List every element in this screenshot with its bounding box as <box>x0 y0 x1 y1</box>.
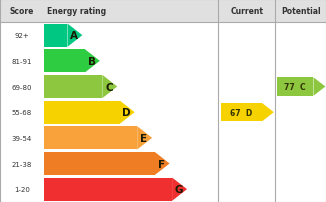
Bar <box>0 0 326 23</box>
Bar <box>44 127 137 150</box>
Text: F: F <box>158 159 165 169</box>
Bar <box>277 78 314 96</box>
Text: A: A <box>70 31 78 41</box>
Polygon shape <box>172 178 187 201</box>
Text: B: B <box>88 57 96 66</box>
Text: 77  C: 77 C <box>285 83 306 92</box>
Polygon shape <box>120 101 135 124</box>
Text: 67  D: 67 D <box>230 108 253 117</box>
Text: G: G <box>174 184 183 194</box>
Bar <box>44 152 155 175</box>
Text: C: C <box>105 82 113 92</box>
Text: 21-38: 21-38 <box>12 161 32 167</box>
Text: Current: Current <box>230 7 263 16</box>
Text: 69-80: 69-80 <box>12 84 32 90</box>
Text: D: D <box>122 108 131 118</box>
Text: Score: Score <box>10 7 34 16</box>
Text: E: E <box>141 133 147 143</box>
Text: 1-20: 1-20 <box>14 186 30 192</box>
Polygon shape <box>102 76 117 99</box>
Polygon shape <box>155 152 170 175</box>
Text: Energy rating: Energy rating <box>47 7 106 16</box>
Polygon shape <box>85 50 100 73</box>
Polygon shape <box>314 78 325 96</box>
Polygon shape <box>67 24 82 47</box>
Bar <box>44 178 172 201</box>
Polygon shape <box>137 127 152 150</box>
Text: Potential: Potential <box>281 7 320 16</box>
Bar <box>44 76 102 99</box>
Text: 81-91: 81-91 <box>12 59 32 64</box>
Text: 92+: 92+ <box>15 33 29 39</box>
Text: 39-54: 39-54 <box>12 135 32 141</box>
Bar <box>44 101 120 124</box>
Text: 55-68: 55-68 <box>12 110 32 116</box>
Bar <box>44 50 85 73</box>
Bar <box>44 24 67 47</box>
Polygon shape <box>262 103 274 122</box>
Bar <box>221 103 262 122</box>
